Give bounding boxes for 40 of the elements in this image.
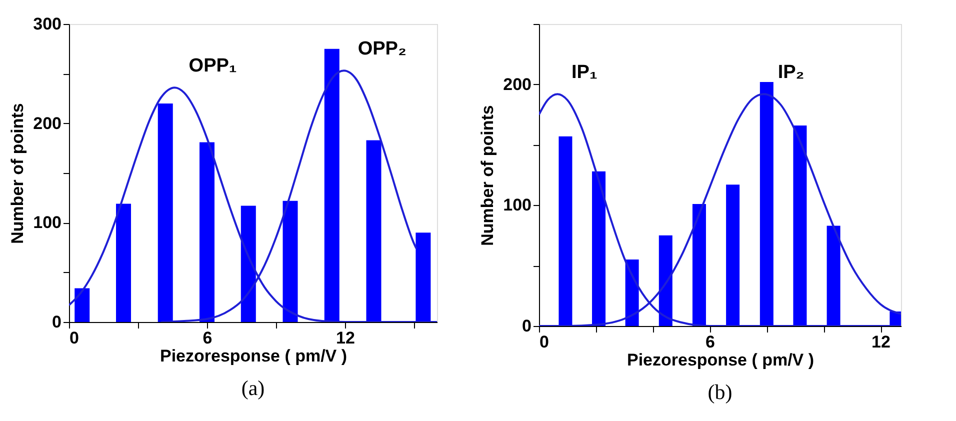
bar — [158, 103, 173, 322]
annotation: OPP₂ — [358, 38, 406, 60]
x-tick-label: 0 — [540, 332, 549, 352]
bar — [240, 206, 256, 322]
bar — [416, 232, 431, 322]
y-tick-label: 200 — [33, 114, 62, 133]
y-tick-label: 200 — [503, 74, 532, 94]
y-tick-label: 100 — [503, 196, 532, 215]
bar — [826, 226, 840, 326]
bar — [658, 235, 672, 326]
annotation: IP₁ — [572, 62, 598, 84]
bar — [282, 200, 298, 322]
annotation: IP₂ — [778, 62, 804, 84]
bar — [692, 204, 706, 326]
y-tick-label: 0 — [522, 316, 532, 336]
y-axis-title: Number of points — [478, 105, 498, 246]
bar — [558, 136, 572, 326]
x-tick-label: 6 — [706, 332, 715, 352]
x-tick-label: 6 — [202, 328, 212, 348]
x-tick-label: 0 — [70, 328, 79, 348]
text: (b) — [708, 380, 732, 404]
y-axis-title: Number of points — [8, 103, 28, 244]
y-tick-label: 0 — [52, 312, 62, 332]
annotation: OPP₁ — [188, 56, 237, 77]
bar — [592, 171, 606, 326]
bar — [116, 204, 132, 322]
x-tick-label: 12 — [872, 332, 890, 352]
x-tick-label: 12 — [336, 328, 355, 348]
bar — [726, 184, 740, 326]
bar — [366, 140, 382, 322]
x-axis-title: Piezoresponse ( pm/V ) — [160, 346, 348, 366]
bar — [760, 82, 774, 326]
y-tick-label: 100 — [33, 213, 62, 232]
bar — [200, 142, 214, 322]
bar — [74, 288, 90, 322]
y-tick-label: 300 — [33, 14, 62, 34]
text: (a) — [241, 376, 265, 400]
x-axis-title: Piezoresponse ( pm/V ) — [626, 350, 814, 370]
bar — [793, 125, 807, 326]
bar — [324, 48, 340, 322]
